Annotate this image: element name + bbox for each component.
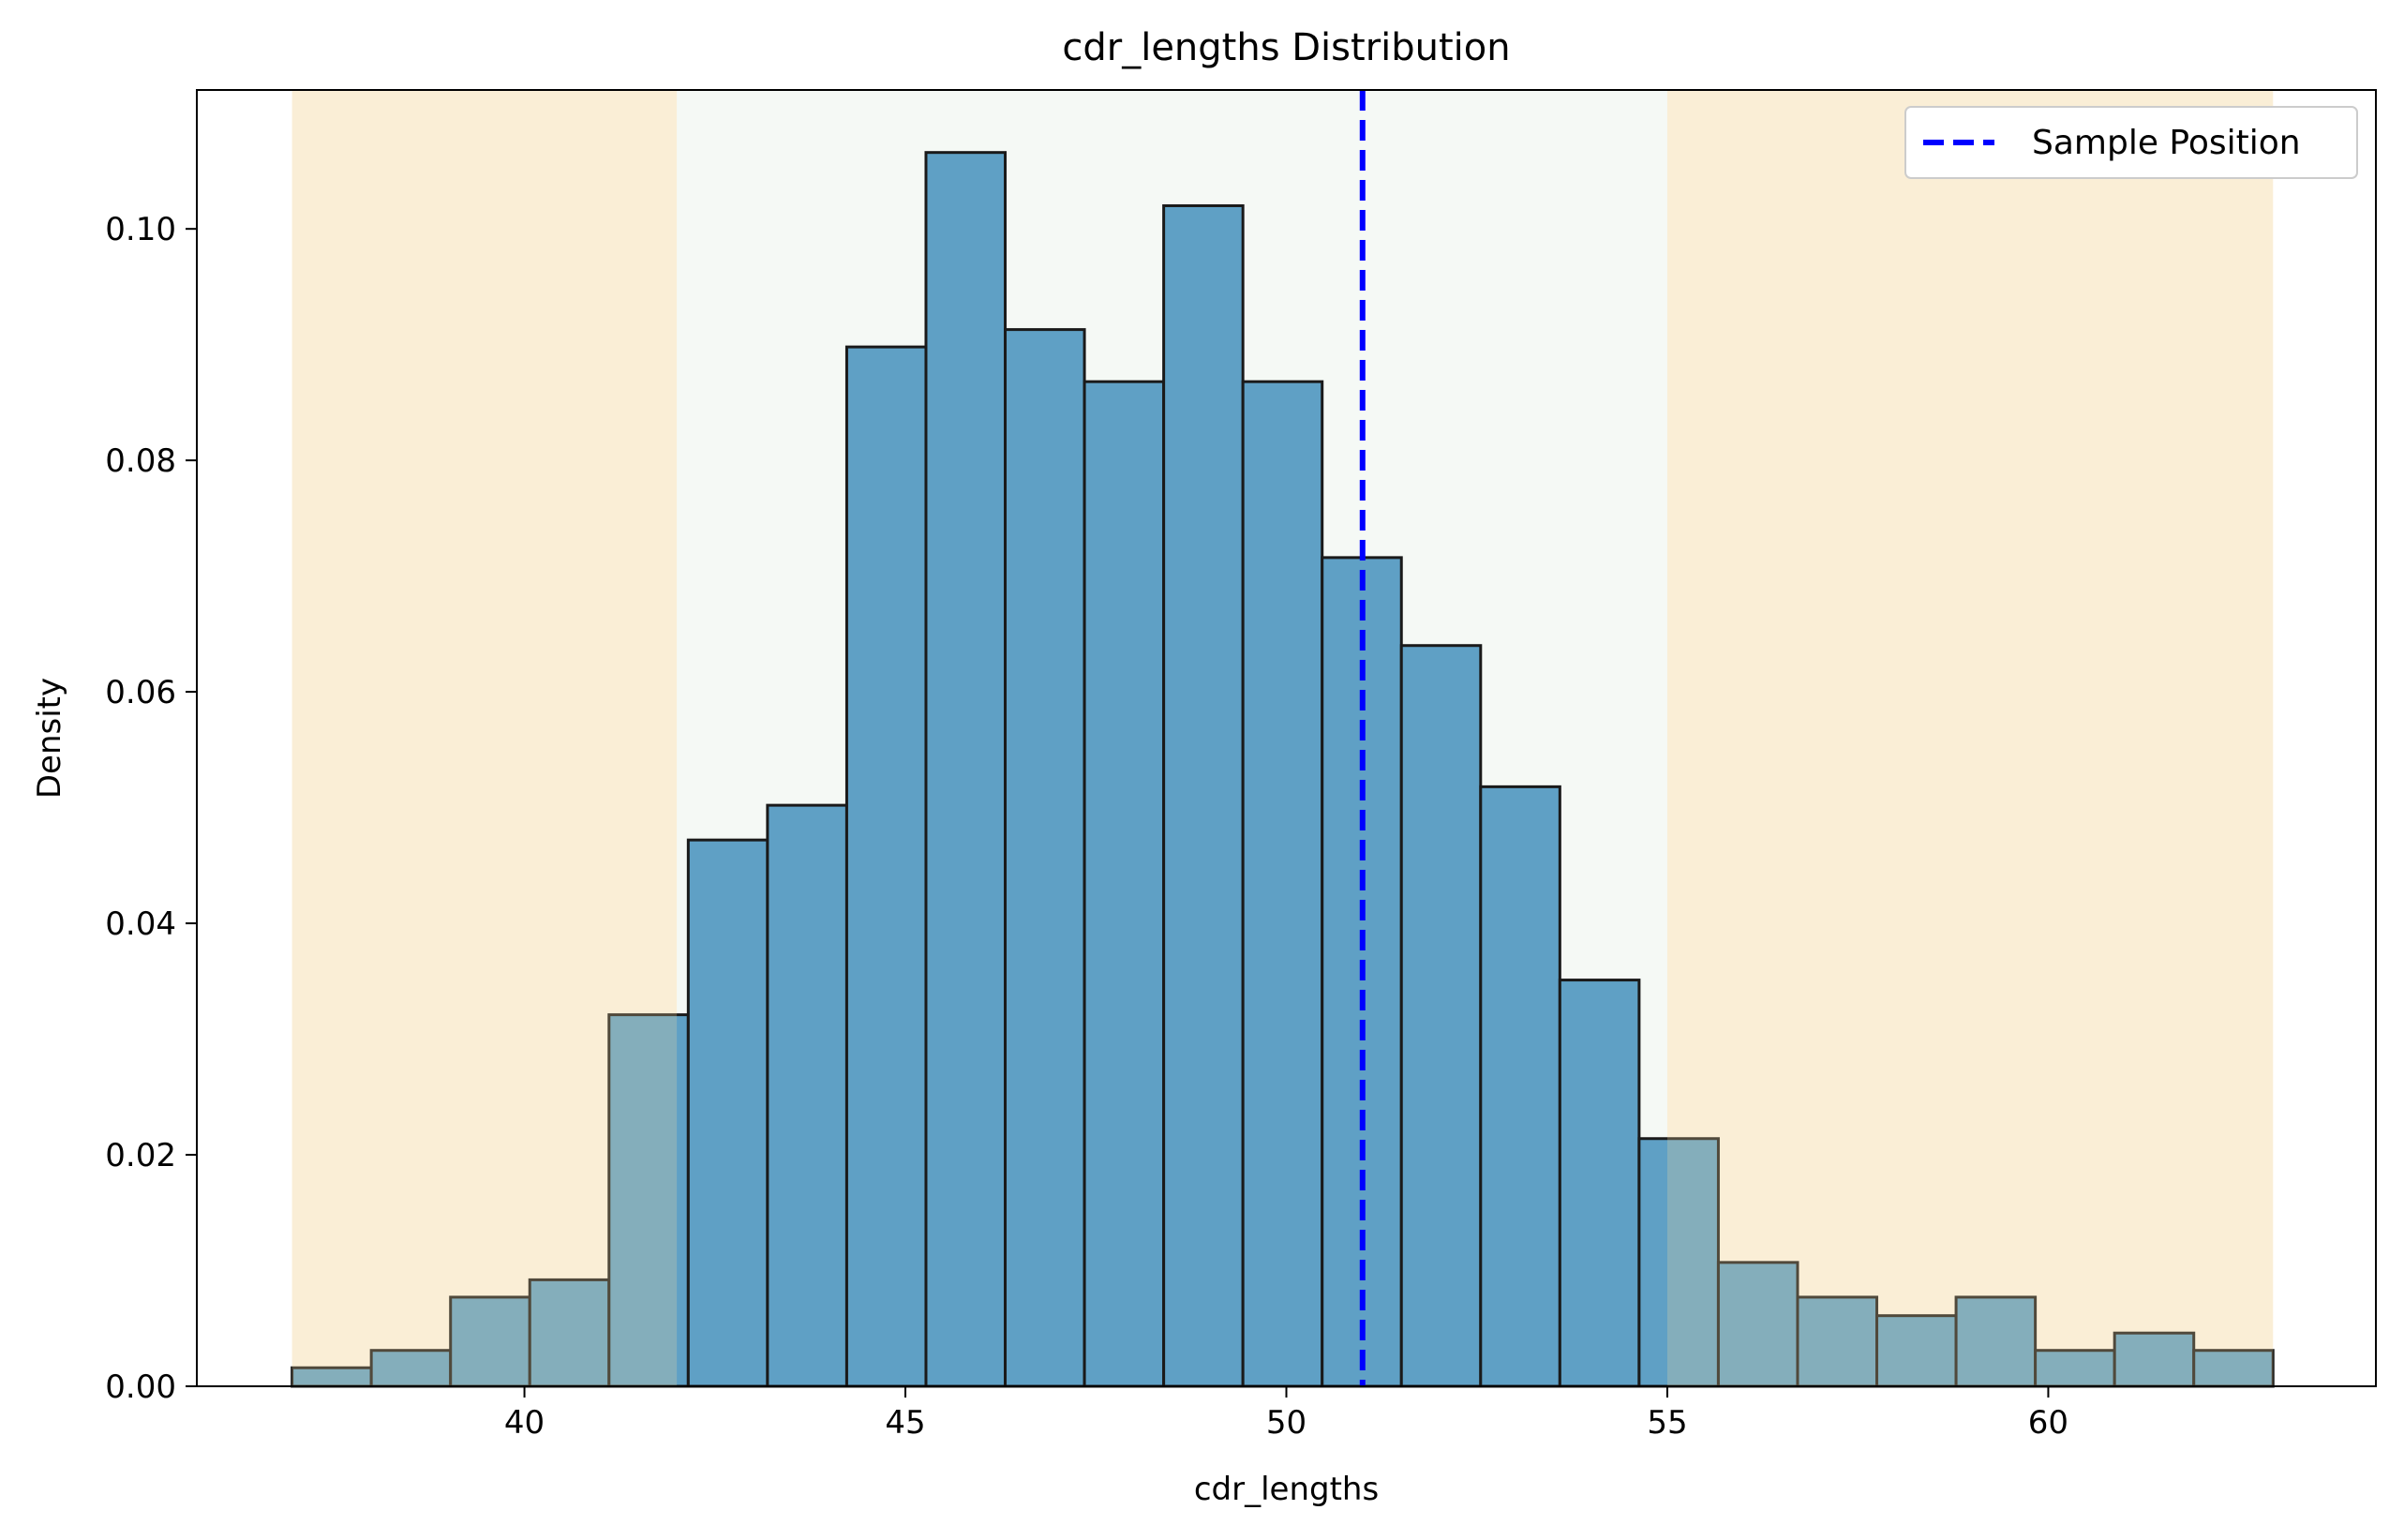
histogram-bar	[1558, 979, 1641, 1388]
overlay-bars	[291, 90, 2274, 1386]
y-tick-label: 0.02	[105, 1137, 176, 1174]
histogram-bar	[1875, 1314, 1958, 1388]
histogram-bar	[1162, 203, 1245, 1388]
x-axis-label: cdr_lengths	[1194, 1471, 1379, 1508]
histogram-bar	[369, 1349, 453, 1388]
y-tick-label: 0.08	[105, 442, 176, 480]
shaded-region-2	[1666, 90, 2274, 1386]
histogram-bar	[1637, 1137, 1720, 1388]
histogram-bar	[686, 838, 769, 1388]
histogram-bar	[607, 1013, 690, 1388]
x-tick-label: 45	[885, 1404, 925, 1442]
y-tick-label: 0.06	[105, 674, 176, 711]
x-tick-label: 40	[504, 1404, 545, 1442]
histogram-bar	[766, 803, 848, 1388]
x-tick-label: 55	[1647, 1404, 1687, 1442]
y-axis-label: Density	[31, 678, 68, 799]
y-tick-label: 0.04	[105, 905, 176, 943]
x-tick-label: 60	[2028, 1404, 2068, 1442]
histogram-bar	[528, 1278, 611, 1388]
y-tick-label: 0.10	[105, 211, 176, 248]
y-tick-label: 0.00	[105, 1368, 176, 1406]
histogram-bar	[1479, 785, 1561, 1388]
x-axis-ticks: 40 45 50 55 60	[504, 1386, 2068, 1442]
histogram-bar	[1399, 644, 1483, 1388]
legend: Sample Position	[1904, 106, 2358, 179]
histogram-bar	[924, 151, 1008, 1388]
chart-title: cdr_lengths Distribution	[1062, 26, 1510, 69]
legend-box	[1904, 106, 2358, 179]
histogram-bar	[2113, 1331, 2196, 1388]
outer-region-overlay-1	[1666, 90, 2274, 1386]
histogram-bar	[1716, 1261, 1799, 1388]
histogram-bar	[1796, 1295, 1879, 1388]
outer-region-overlay-0	[291, 90, 678, 1386]
x-tick-label: 50	[1266, 1404, 1307, 1442]
histogram-bar	[1241, 380, 1324, 1388]
histogram-bar	[2192, 1349, 2275, 1388]
histogram-bar	[844, 345, 928, 1388]
legend-label-sample-position: Sample Position	[2032, 124, 2301, 162]
y-axis-ticks: 0.00 0.02 0.04 0.06 0.08 0.10	[105, 211, 197, 1406]
histogram-bar	[1954, 1295, 2038, 1388]
histogram-bar	[1083, 380, 1166, 1388]
histogram-bar	[1004, 328, 1086, 1388]
